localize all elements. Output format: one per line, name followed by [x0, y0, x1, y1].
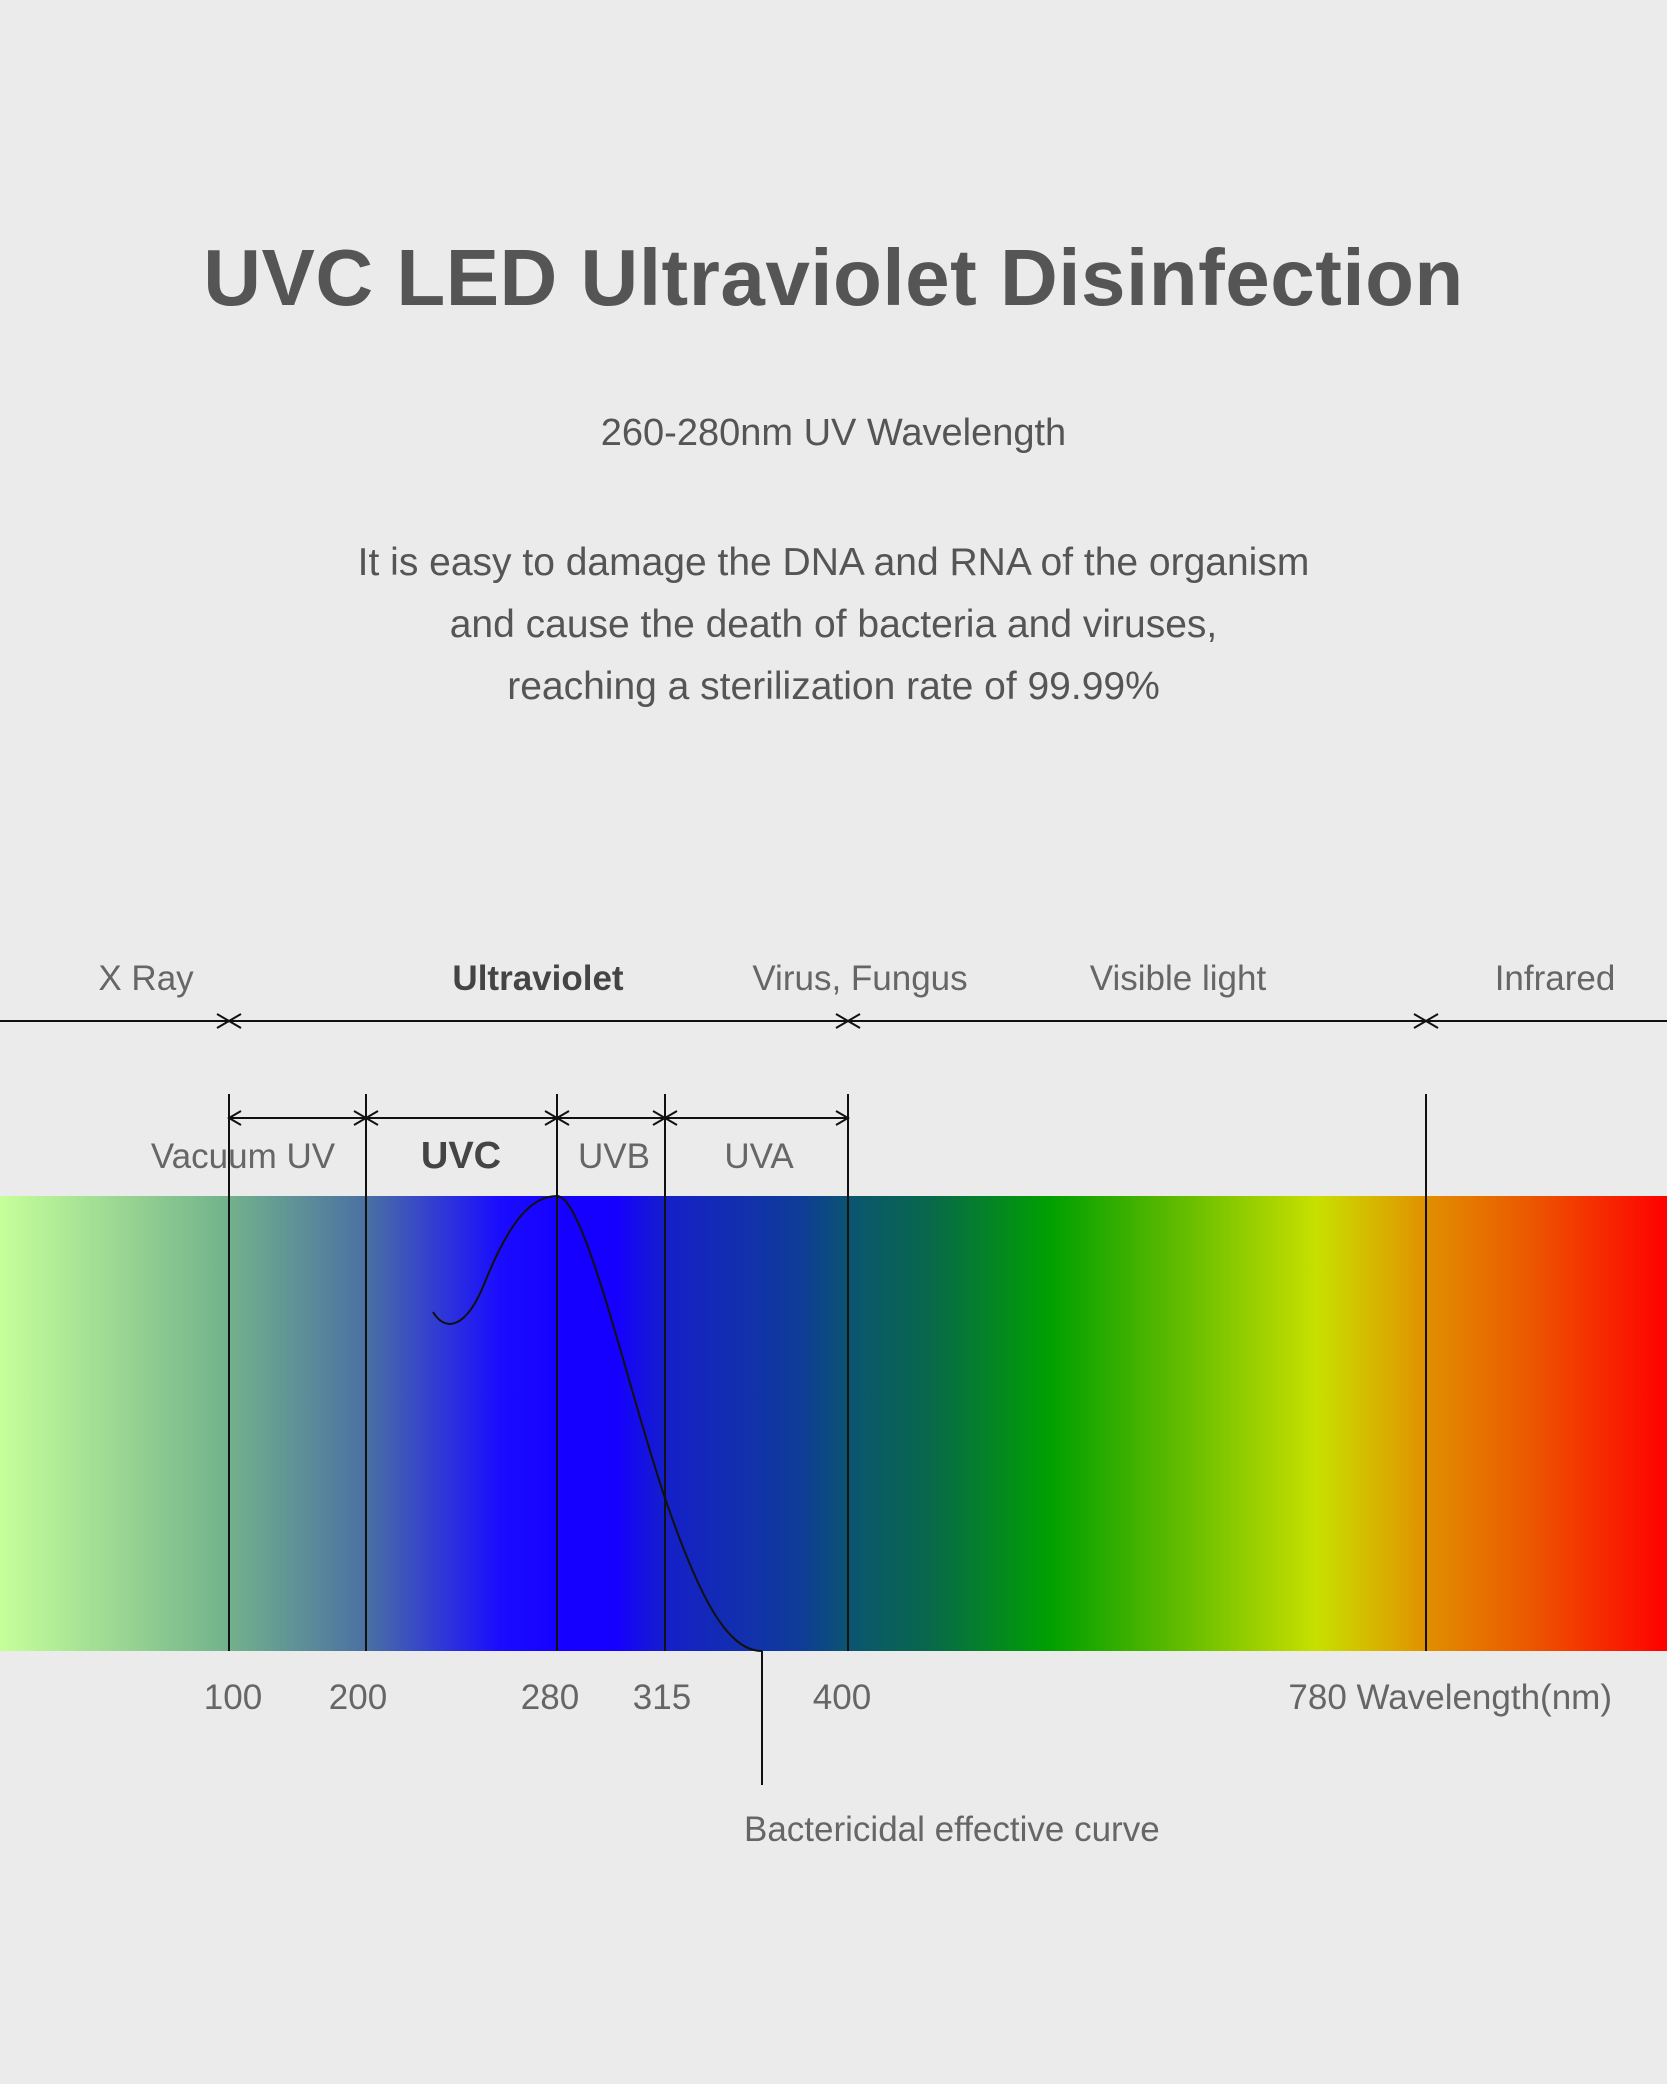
region-label-infrared: Infrared: [1495, 959, 1616, 998]
tick-label-280: 280: [521, 1678, 579, 1717]
tick-label-400: 400: [813, 1678, 871, 1717]
description-line: reaching a sterilization rate of 99.99%: [507, 665, 1160, 708]
region-label-visible-light: Visible light: [1090, 959, 1267, 998]
region-label-ultraviolet: Ultraviolet: [452, 959, 623, 998]
tick-label-200: 200: [329, 1678, 387, 1717]
bactericidal-curve: [432, 1194, 763, 1652]
description-line: and cause the death of bacteria and viru…: [449, 603, 1218, 646]
curve-label: Bactericidal effective curve: [744, 1810, 1160, 1849]
tick-label-315: 315: [633, 1678, 691, 1717]
band-label-vacuum-uv: Vacuum UV: [151, 1137, 336, 1176]
band-arrows: [227, 1110, 850, 1126]
region-arrow-line: [0, 1013, 1667, 1029]
tick-label-100: 100: [204, 1678, 262, 1717]
tick-label-780-wavelength: 780 Wavelength(nm): [1288, 1678, 1612, 1717]
description: It is easy to damage the DNA and RNA of …: [0, 532, 1667, 718]
description-line: It is easy to damage the DNA and RNA of …: [357, 541, 1310, 584]
region-label-x-ray: X Ray: [98, 959, 194, 998]
wavelength-subtitle: 260-280nm UV Wavelength: [600, 412, 1067, 454]
spectrum-bar: [0, 1196, 1667, 1651]
band-label-uva: UVA: [724, 1137, 794, 1176]
page-title: UVC LED Ultraviolet Disinfection: [203, 233, 1464, 322]
band-label-uvb: UVB: [578, 1137, 650, 1176]
band-dividers: [228, 1094, 1427, 1651]
region-label-virus-fungus: Virus, Fungus: [752, 959, 967, 998]
band-label-uvc: UVC: [421, 1135, 501, 1177]
